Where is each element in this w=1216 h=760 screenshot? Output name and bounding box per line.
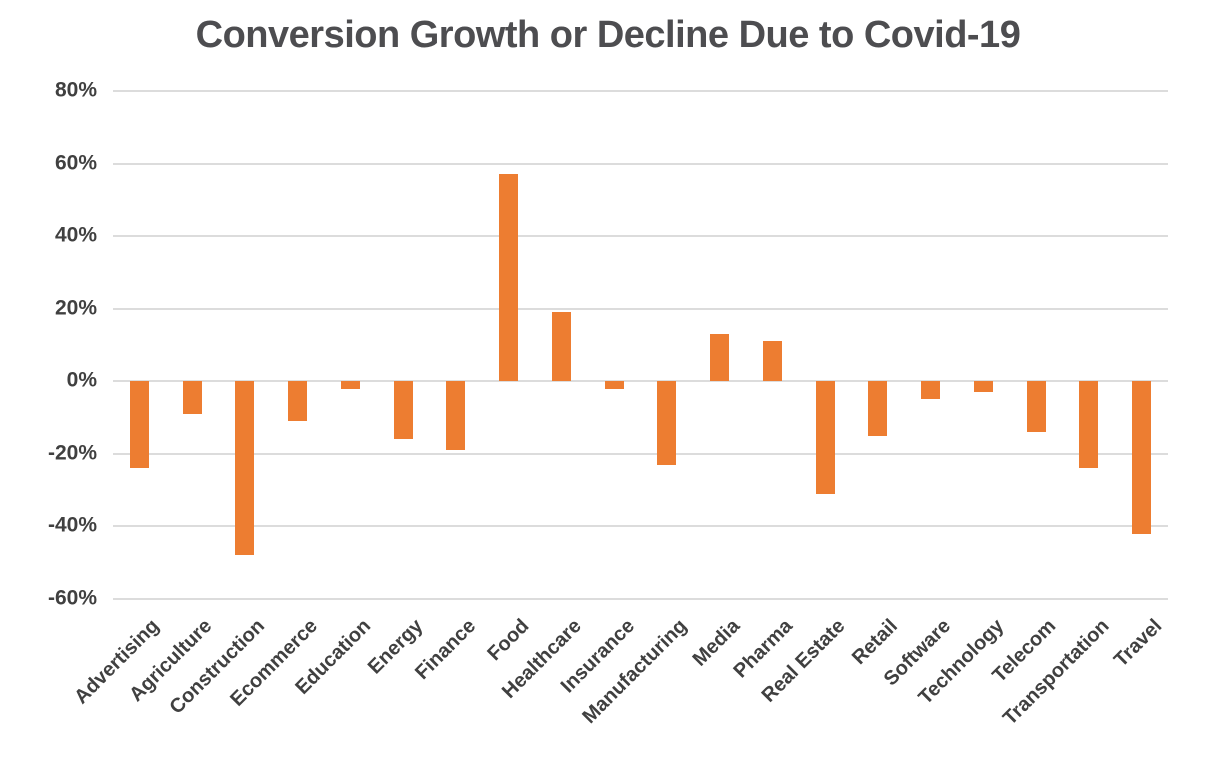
gridline-40% [113, 235, 1168, 238]
bar-retail [868, 381, 888, 436]
bar-media [710, 334, 730, 382]
y-tick-label-40%: 40% [54, 223, 97, 247]
y-tick-label-20%: 20% [54, 296, 97, 320]
bar-food [499, 174, 519, 382]
bar-advertising [129, 381, 149, 469]
gridline--60% [113, 598, 1168, 600]
gridline-20% [113, 307, 1168, 310]
bar-construction [235, 381, 255, 556]
bar-telecom [1026, 381, 1046, 433]
gridline-0% [113, 380, 1168, 383]
bar-software [921, 381, 941, 400]
gridline-60% [113, 162, 1168, 165]
y-tick-label-0%: 0% [66, 368, 97, 392]
bar-education [340, 381, 360, 389]
bar-manufacturing [657, 381, 677, 465]
y-tick-label-60%: 60% [54, 151, 97, 175]
chart-title: Conversion Growth or Decline Due to Covi… [195, 14, 1021, 56]
y-tick-label--20%: -20% [47, 441, 97, 465]
bar-healthcare [551, 312, 571, 382]
bar-transportation [1079, 381, 1099, 469]
bar-pharma [762, 341, 782, 382]
gridline--20% [113, 452, 1168, 455]
x-tick-label-travel: Travel [1109, 615, 1167, 672]
bar-real-estate [815, 381, 835, 494]
bar-travel [1132, 381, 1152, 534]
gridline--40% [113, 525, 1168, 528]
bar-insurance [604, 381, 624, 389]
plot-area [113, 90, 1168, 600]
bar-energy [393, 381, 413, 440]
y-tick-label--60%: -60% [47, 586, 97, 610]
gridline-80% [113, 90, 1168, 92]
y-tick-label--40%: -40% [47, 513, 97, 537]
bar-ecommerce [288, 381, 308, 422]
bar-finance [446, 381, 466, 451]
bar-technology [973, 381, 993, 393]
bar-agriculture [182, 381, 202, 414]
y-tick-label-80%: 80% [54, 78, 97, 102]
